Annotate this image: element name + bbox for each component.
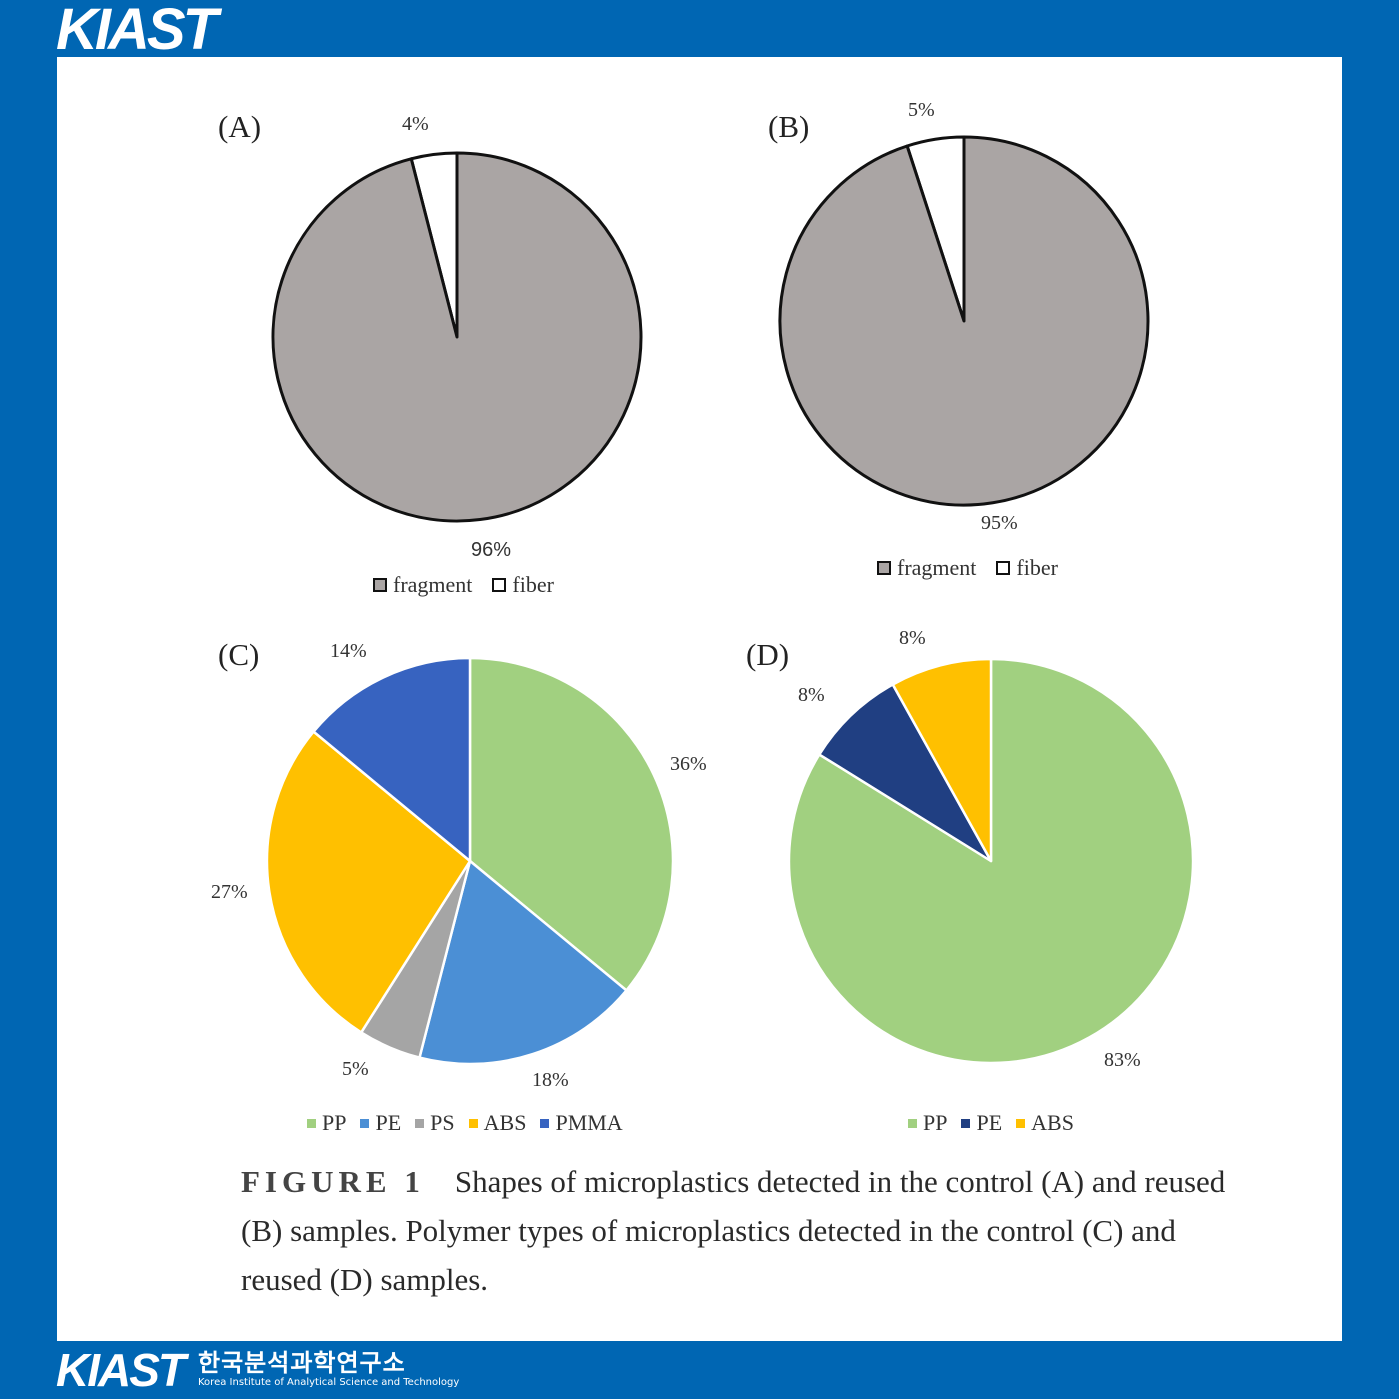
- legend-item-b-fiber: fiber: [996, 555, 1058, 581]
- legend-item-d-abs: ABS: [1016, 1110, 1074, 1136]
- pie-slice-fragment: [778, 135, 1150, 507]
- legend-swatch: [877, 561, 891, 575]
- label-c-abs: 27%: [211, 881, 248, 903]
- legend-item-a-fiber: fiber: [492, 572, 554, 598]
- legend-swatch: [307, 1118, 316, 1128]
- pie-slice-pe: [818, 683, 993, 863]
- legend-item-c-ps: PS: [415, 1110, 455, 1136]
- legend-item-c-pmma: PMMA: [540, 1110, 623, 1136]
- legend-label: PP: [923, 1110, 948, 1135]
- legend-item-d-pe: PE: [961, 1110, 1002, 1136]
- legend-item-d-pp: PP: [908, 1110, 947, 1136]
- label-b-fragment: 95%: [981, 512, 1018, 534]
- legend-swatch: [1016, 1118, 1026, 1128]
- legend-label: PE: [976, 1110, 1003, 1135]
- pie-slice-abs: [265, 730, 472, 1034]
- legend-label: PS: [430, 1110, 455, 1135]
- figure-panel: (A) 4% 96% fragment fiber (B) 5% 95% fra…: [57, 57, 1342, 1341]
- kiast-logo-bottom: KIAST: [56, 1344, 186, 1396]
- legend-swatch: [996, 561, 1011, 575]
- legend-swatch: [492, 578, 507, 592]
- panel-label-b: (B): [768, 109, 810, 144]
- legend-label: ABS: [1031, 1110, 1074, 1135]
- label-c-pp: 36%: [670, 753, 707, 775]
- legend-label: PP: [322, 1110, 347, 1135]
- legend-swatch: [908, 1118, 917, 1128]
- legend-label: fragment: [393, 572, 473, 597]
- figure-label: FIGURE 1: [241, 1164, 425, 1199]
- legend-swatch: [373, 578, 387, 592]
- org-name: 한국분석과학연구소 Korea Institute of Analytical …: [198, 1350, 459, 1390]
- pie-slice-pmma: [312, 656, 472, 863]
- label-d-pp: 83%: [1104, 1049, 1141, 1071]
- org-name-korean: 한국분석과학연구소: [198, 1349, 406, 1377]
- label-c-pmma: 14%: [330, 640, 367, 662]
- pie-chart-a: [271, 151, 643, 523]
- org-name-english: Korea Institute of Analytical Science an…: [198, 1377, 460, 1388]
- legend-item-a-fragment: fragment: [373, 572, 472, 598]
- legend-b: fragment fiber: [877, 555, 1058, 581]
- pie-slice-fragment: [271, 151, 643, 523]
- pie-chart-b: [778, 135, 1150, 507]
- kiast-logo-top: KIAST: [56, 0, 218, 62]
- caption-text: Shapes of microplastics detected in the …: [241, 1164, 1226, 1297]
- label-c-ps: 5%: [342, 1058, 369, 1080]
- label-a-fragment: 96%: [471, 539, 512, 561]
- figure-caption: FIGURE 1 Shapes of microplastics detected…: [241, 1157, 1241, 1304]
- legend-item-c-pe: PE: [360, 1110, 401, 1136]
- legend-c: PP PE PS ABS PMMA: [307, 1110, 623, 1136]
- legend-swatch: [468, 1118, 478, 1128]
- pie-chart-c: [265, 656, 675, 1066]
- label-a-fiber: 4%: [402, 113, 429, 135]
- legend-swatch: [415, 1118, 425, 1128]
- label-d-abs: 8%: [899, 627, 926, 649]
- panel-label-c: (C): [218, 637, 260, 672]
- legend-d: PP PE ABS: [908, 1110, 1074, 1136]
- legend-swatch: [961, 1118, 971, 1128]
- legend-label: fragment: [897, 555, 977, 580]
- panel-label-a: (A): [218, 109, 262, 144]
- legend-item-b-fragment: fragment: [877, 555, 976, 581]
- legend-label: ABS: [483, 1110, 527, 1135]
- footer-brand: KIAST 한국분석과학연구소 Korea Institute of Analy…: [56, 1344, 459, 1396]
- legend-label: PMMA: [555, 1110, 623, 1135]
- label-d-pe: 8%: [798, 684, 825, 706]
- pie-slice-pp: [468, 656, 675, 992]
- legend-swatch: [540, 1118, 550, 1128]
- label-c-pe: 18%: [532, 1069, 569, 1091]
- pie-slice-abs: [891, 657, 993, 863]
- legend-label: fiber: [1016, 555, 1058, 580]
- legend-swatch: [360, 1118, 370, 1128]
- legend-item-c-pp: PP: [307, 1110, 346, 1136]
- label-b-fiber: 5%: [908, 99, 935, 121]
- legend-a: fragment fiber: [373, 572, 554, 598]
- legend-label: PE: [375, 1110, 402, 1135]
- pie-slice-pe: [418, 859, 628, 1066]
- pie-chart-d: [787, 657, 1195, 1065]
- panel-label-d: (D): [746, 637, 790, 672]
- legend-label: fiber: [512, 572, 554, 597]
- legend-item-c-abs: ABS: [468, 1110, 527, 1136]
